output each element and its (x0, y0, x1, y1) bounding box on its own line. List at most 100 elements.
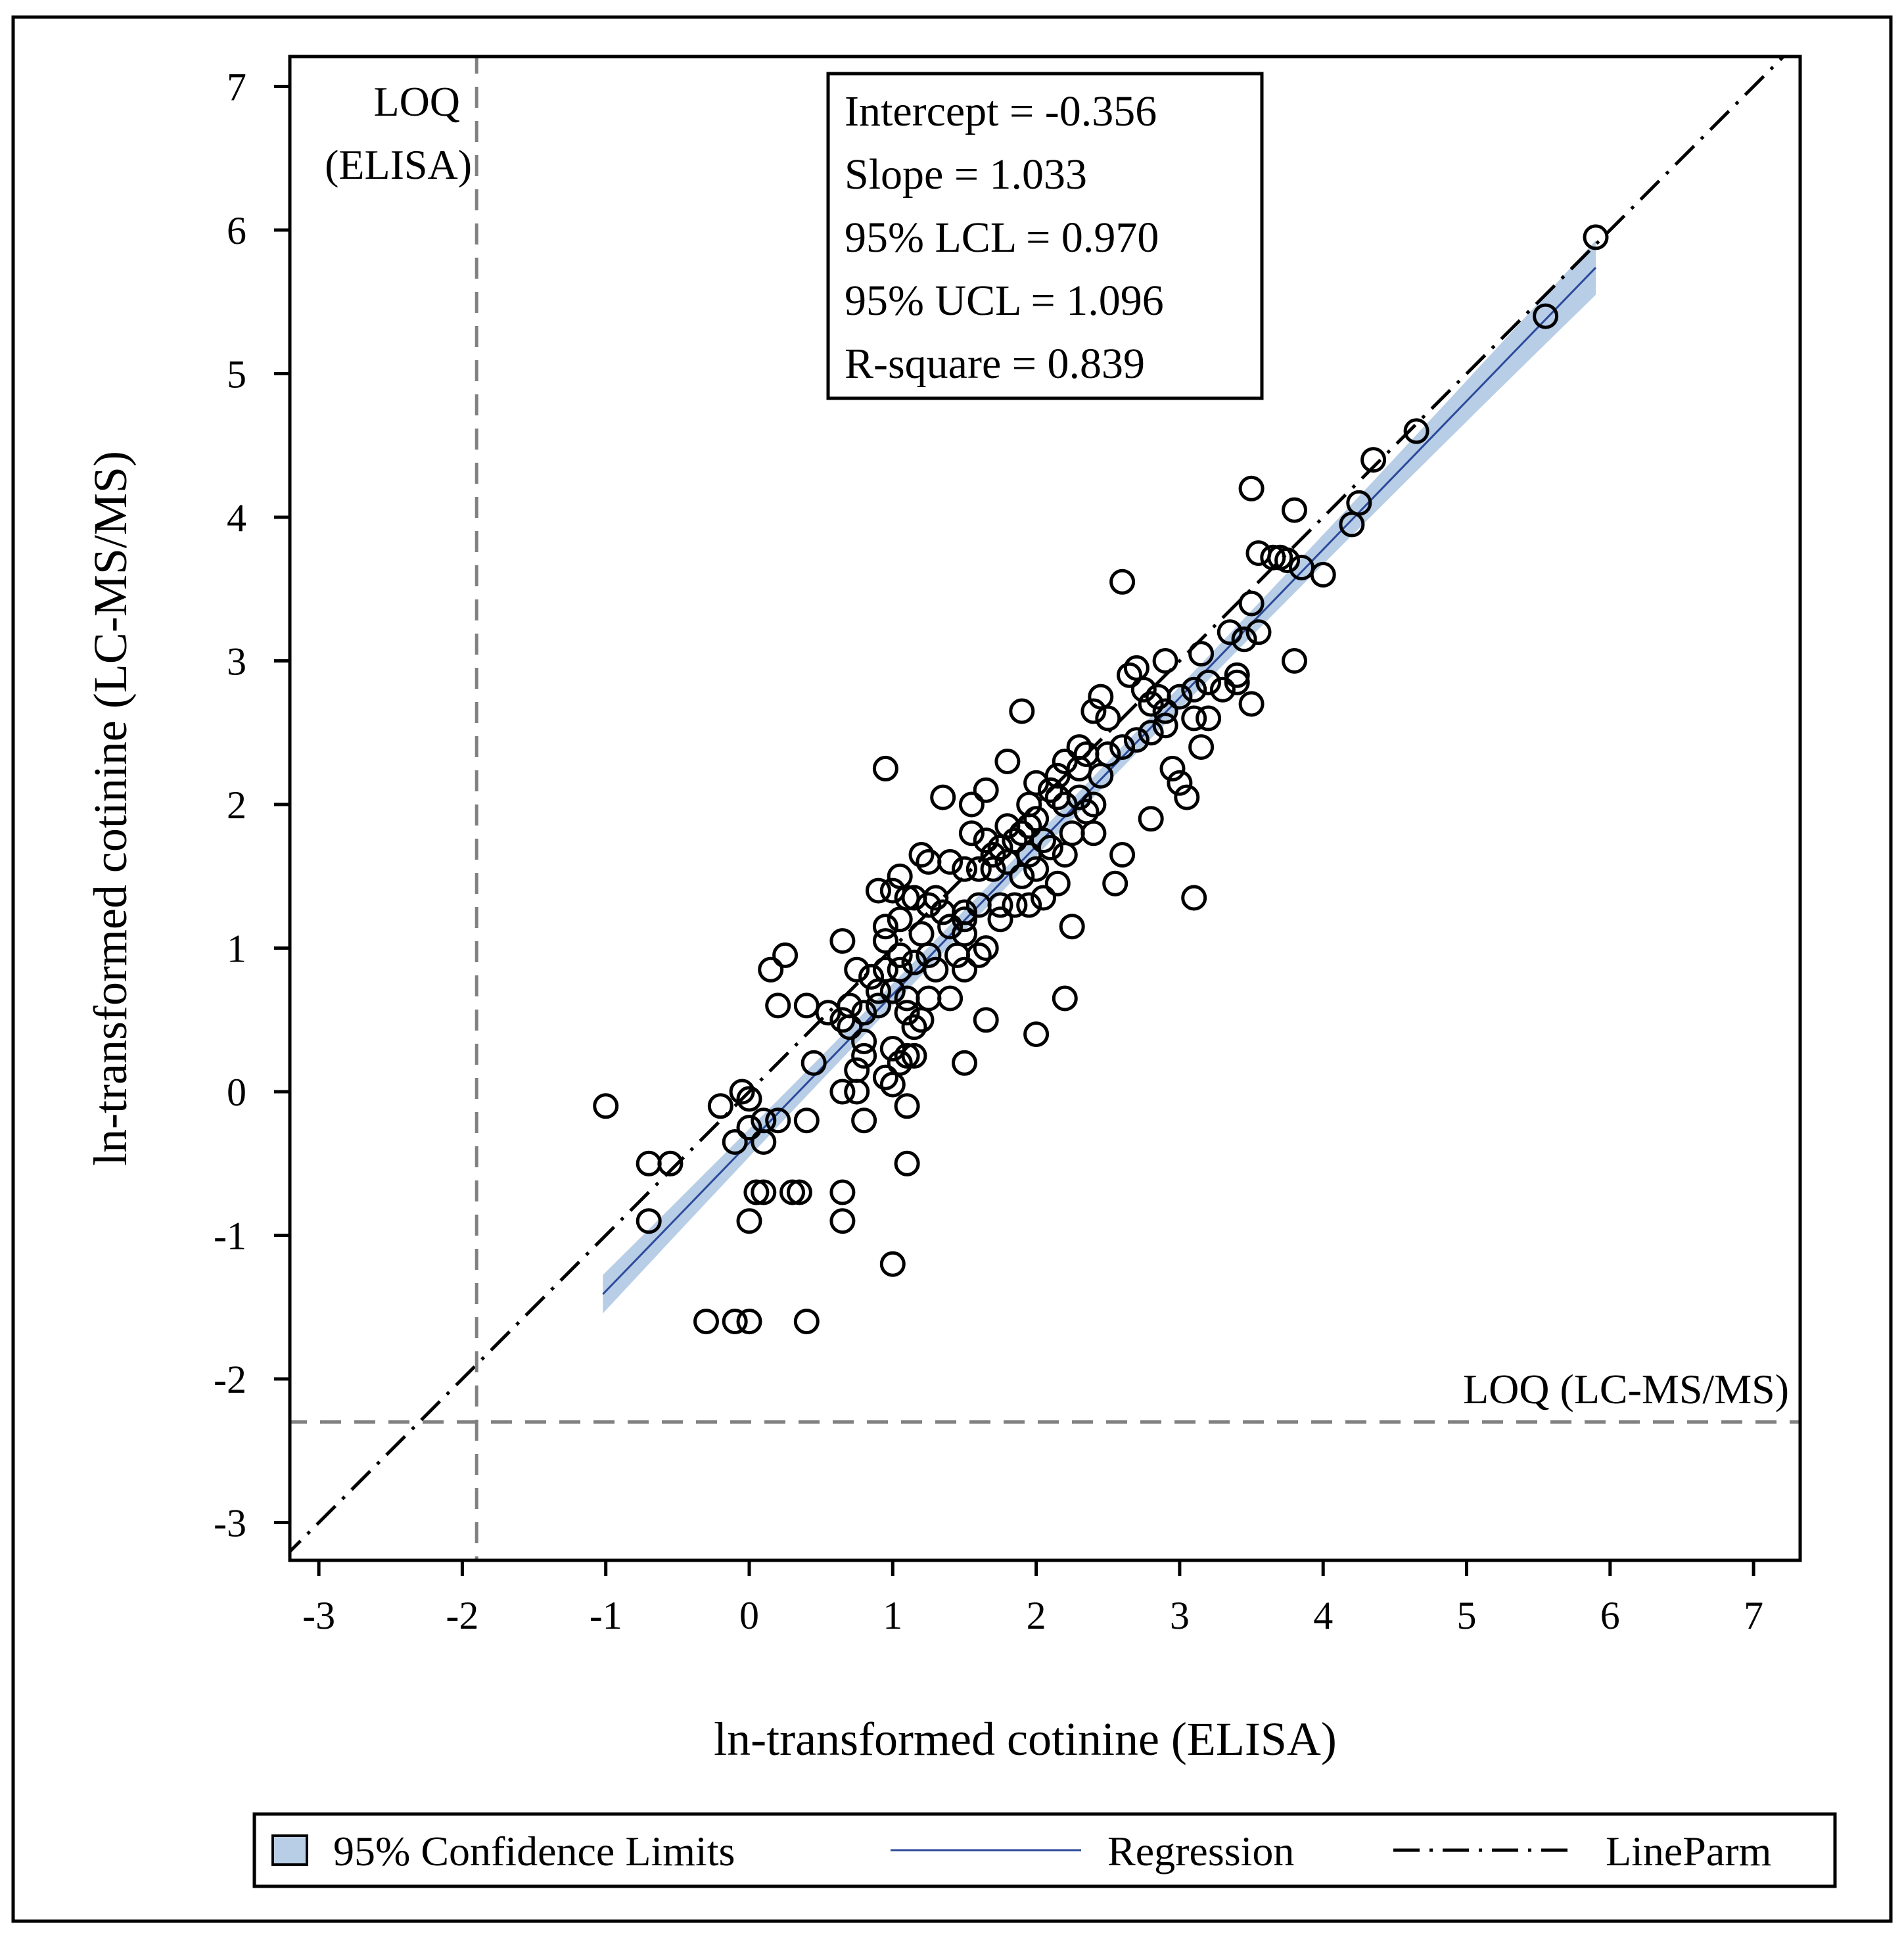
x-axis: -3 -2 -1 0 1 2 3 4 5 6 7 (302, 1560, 1763, 1637)
loq-elisa-label-line1: LOQ (373, 78, 460, 125)
legend: 95% Confidence Limits Regression LinePar… (252, 1812, 1837, 1888)
stats-box: Intercept = -0.356 Slope = 1.033 95% LCL… (826, 72, 1264, 400)
y-tick-label: 0 (227, 1071, 246, 1114)
data-point (1238, 590, 1265, 617)
data-point (1052, 842, 1078, 868)
data-point (1152, 712, 1178, 739)
data-point (965, 942, 992, 968)
data-point (1109, 734, 1136, 760)
x-tick-label: -2 (446, 1594, 478, 1637)
data-point (879, 978, 906, 1004)
data-point (987, 906, 1013, 933)
confidence-band (603, 240, 1596, 1314)
data-point (908, 921, 935, 947)
data-point (1009, 863, 1035, 889)
data-point (851, 1029, 877, 1054)
x-tick-label: -3 (302, 1594, 335, 1637)
data-point (866, 992, 891, 1019)
data-point (1052, 985, 1078, 1012)
data-point (851, 1042, 877, 1069)
x-tick-label: 7 (1744, 1594, 1763, 1637)
loq-lcmsms-label: LOQ (LC-MS/MS) (1463, 1366, 1789, 1412)
data-point (758, 956, 784, 983)
data-point (636, 1208, 662, 1234)
data-point (729, 1079, 755, 1105)
x-axis-title: ln-transformed cotinine (ELISA) (714, 1713, 1337, 1765)
data-point (872, 928, 898, 954)
data-point (858, 964, 885, 990)
data-point (894, 1042, 920, 1069)
data-point (908, 842, 935, 868)
data-point (1044, 784, 1071, 810)
data-point (736, 1309, 762, 1335)
data-point (1102, 870, 1128, 897)
data-point (1123, 727, 1149, 753)
data-point (772, 942, 799, 968)
data-point (736, 1208, 762, 1234)
data-point (872, 755, 898, 781)
data-point (722, 1309, 748, 1335)
data-point (952, 906, 977, 933)
data-point (1260, 544, 1286, 571)
data-point (1080, 791, 1107, 818)
data-point (636, 1150, 662, 1176)
data-point (952, 956, 977, 983)
x-tick-label: 6 (1600, 1594, 1620, 1637)
data-point (1174, 784, 1200, 810)
data-point (1152, 648, 1178, 674)
legend-frame (252, 1812, 1837, 1888)
y-tick-label: 1 (227, 927, 246, 971)
data-point (829, 1007, 856, 1033)
data-point (994, 749, 1021, 774)
data-point (1117, 662, 1142, 688)
data-point (973, 777, 999, 803)
loq-elisa-label-line2: (ELISA) (325, 141, 472, 188)
data-point (1080, 820, 1107, 847)
data-point (980, 856, 1006, 882)
data-point (958, 820, 985, 847)
data-point (973, 827, 999, 854)
data-point (751, 1129, 777, 1155)
data-point (657, 1150, 684, 1176)
data-point (1088, 762, 1114, 789)
x-tick-label: 2 (1027, 1594, 1046, 1637)
data-point (980, 842, 1006, 868)
data-point (1238, 475, 1265, 501)
plot-frame (288, 55, 1802, 1562)
legend-label-lineparm: LineParm (1606, 1828, 1771, 1875)
y-tick-label: -3 (214, 1502, 246, 1545)
data-point (829, 1208, 856, 1234)
data-point (1059, 820, 1085, 847)
stat-intercept: Intercept = -0.356 (845, 87, 1157, 135)
data-point (1209, 676, 1236, 703)
data-point (887, 1050, 913, 1076)
x-tick-label: 5 (1457, 1594, 1477, 1637)
data-point (1196, 669, 1222, 695)
data-point (908, 1007, 935, 1033)
data-point (1217, 619, 1243, 645)
data-point (937, 914, 964, 940)
data-point (844, 1079, 870, 1105)
data-point (1044, 870, 1071, 897)
data-point (707, 1093, 733, 1119)
data-point (952, 1050, 977, 1076)
outer-frame (11, 15, 1893, 1923)
data-point (829, 1079, 856, 1105)
y-tick-label: -1 (214, 1215, 246, 1258)
data-point (923, 885, 949, 911)
data-point (1059, 914, 1085, 940)
data-point (1583, 224, 1609, 250)
data-point (1533, 303, 1559, 329)
data-point (1274, 547, 1301, 573)
data-point (1109, 569, 1136, 595)
y-tick-label: 2 (227, 783, 246, 827)
data-point (793, 1107, 820, 1134)
data-point (1016, 813, 1042, 839)
data-point (1031, 885, 1056, 911)
data-point (1023, 856, 1050, 882)
x-tick-label: 3 (1170, 1594, 1190, 1637)
data-point (1167, 770, 1193, 796)
confidence-band-layer (603, 240, 1596, 1314)
data-point (894, 1150, 920, 1176)
stat-rsquare: R-square = 0.839 (845, 340, 1145, 388)
